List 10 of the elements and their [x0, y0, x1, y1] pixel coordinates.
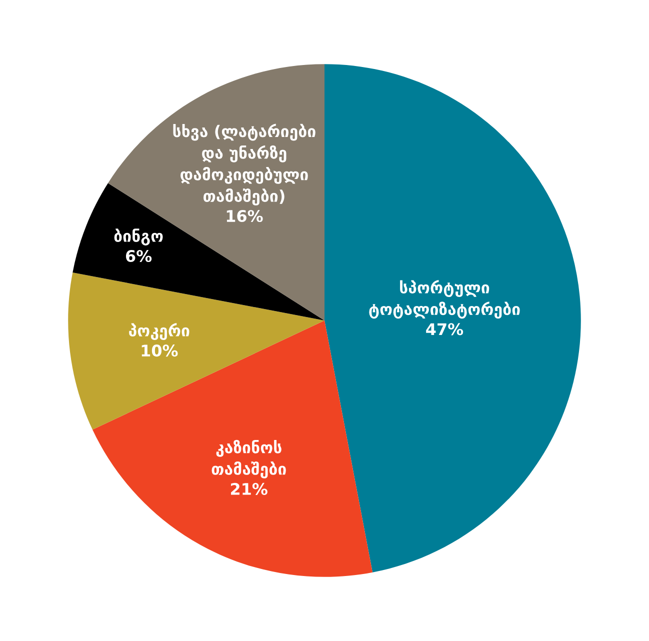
- slice-label: სხვა (ლატარიები და უნარზე დამოკიდებული თამაშები): [173, 124, 316, 206]
- data-label: 47%: [426, 323, 464, 336]
- slice-label: სპორტული ტოტალიზატორები: [369, 280, 520, 319]
- data-label: 10%: [142, 344, 178, 357]
- slice-label: ბინგო: [114, 228, 163, 246]
- data-label: 21%: [230, 482, 268, 495]
- data-label: 6%: [126, 250, 152, 262]
- data-label: 16%: [226, 210, 263, 222]
- slice-label: კაზინოს თამაშები: [212, 440, 286, 478]
- slice-label: პოკერი: [129, 323, 190, 340]
